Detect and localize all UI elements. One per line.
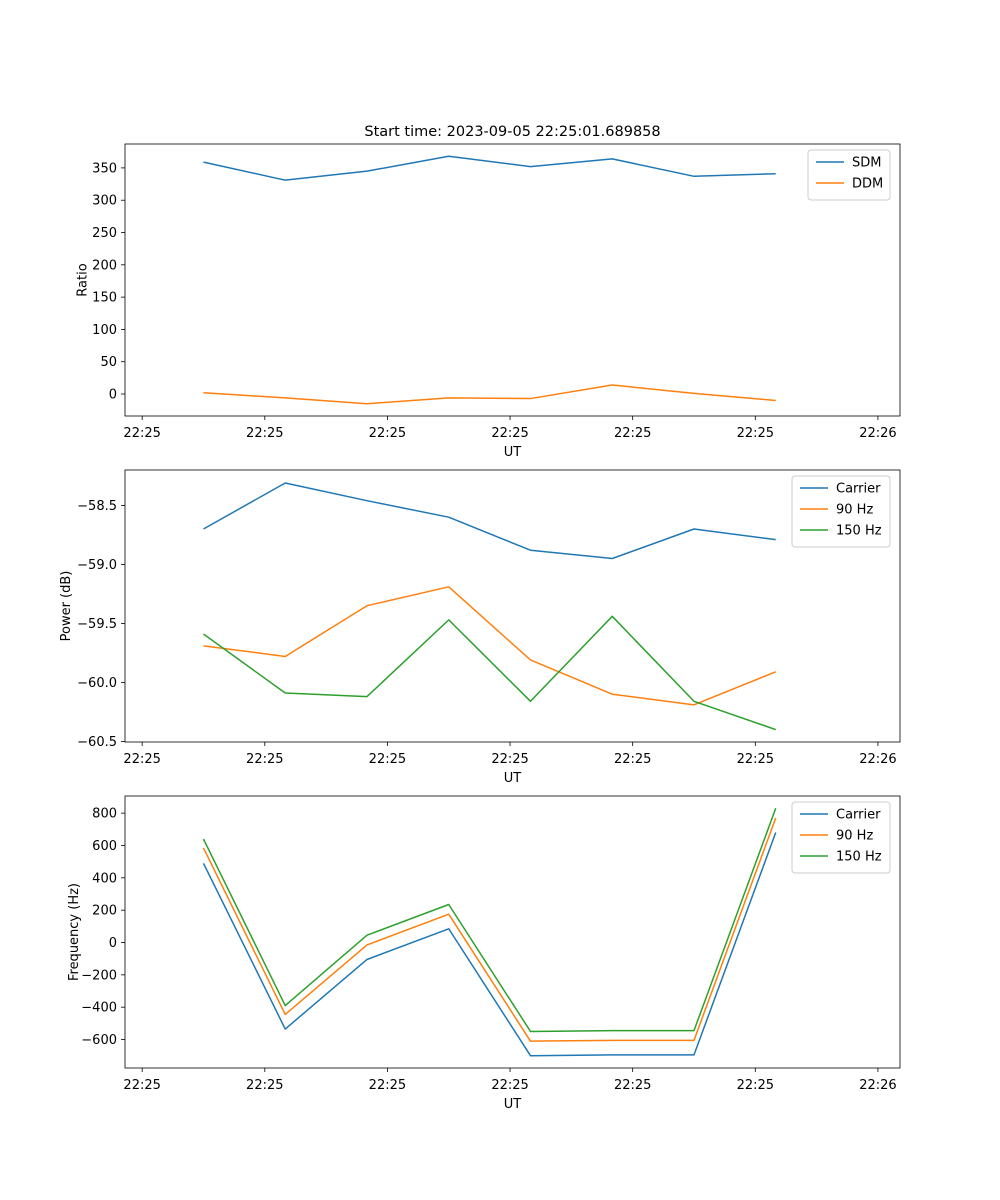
x-tick-label: 22:25 [123,426,160,441]
x-tick-label: 22:25 [123,1078,160,1093]
y-tick-label: 0 [109,936,117,951]
x-axis-label: UT [504,445,522,460]
x-tick-label: 22:25 [737,752,774,767]
legend-label: 90 Hz [836,829,873,844]
x-tick-label: 22:26 [859,1078,896,1093]
x-tick-label: 22:25 [737,1078,774,1093]
y-tick-label: −200 [81,968,117,983]
y-tick-label: 350 [92,161,117,176]
x-tick-label: 22:25 [123,752,160,767]
legend: Carrier 90 Hz 150 Hz [791,801,891,874]
x-axis-label: UT [504,1097,522,1112]
chart-panel-1: 22:25 22:25 22:25 22:25 22:25 22:25 22:26 UT 0 50… [75,143,901,460]
legend-label: Carrier [836,808,881,823]
chart-panels: 22:25 22:25 22:25 22:25 22:25 22:25 22:26 UT 0 50… [59,143,901,1112]
x-tick-label: 22:25 [369,1078,406,1093]
x-tick-label: 22:25 [614,426,651,441]
y-axis-label: Frequency (Hz) [67,883,82,981]
series-line-90-hz [202,817,777,1042]
y-tick-label: 150 [92,291,117,306]
y-tick-label: −60.0 [77,676,117,691]
y-tick-label: 0 [109,388,117,403]
x-tick-label: 22:26 [859,752,896,767]
series-line-ddm [203,384,776,405]
y-tick-label: −400 [81,1001,117,1016]
x-tick-label: 22:25 [369,752,406,767]
legend-label: SDM [852,156,881,171]
y-axis-label: Ratio [75,263,90,296]
axes-frame [124,143,901,417]
series-line-carrier [203,482,776,560]
legend-label: 150 Hz [836,524,882,539]
x-tick-label: 22:25 [246,752,283,767]
y-tick-label: −59.0 [77,558,117,573]
chart-panel-3: 22:25 22:25 22:25 22:25 22:25 22:25 22:26 UT −60… [67,795,901,1112]
y-tick-label: −60.5 [77,735,117,750]
y-axis-label: Power (dB) [59,571,74,642]
x-tick-label: 22:25 [737,426,774,441]
legend: SDM DDM [807,149,891,201]
legend-label: DDM [852,177,883,192]
legend-label: 90 Hz [836,503,873,518]
legend-label: 150 Hz [836,850,882,865]
y-tick-label: 250 [92,226,117,241]
y-tick-label: 600 [92,839,117,854]
y-tick-label: −59.5 [77,617,117,632]
y-tick-label: −58.5 [77,499,117,514]
x-tick-label: 22:26 [859,426,896,441]
x-tick-label: 22:25 [246,1078,283,1093]
x-tick-label: 22:25 [246,426,283,441]
x-tick-label: 22:25 [614,1078,651,1093]
axes-frame [124,795,901,1069]
x-tick-label: 22:25 [491,426,528,441]
series-line-90-hz [203,586,777,706]
legend-label: Carrier [836,482,881,497]
legend: Carrier 90 Hz 150 Hz [791,475,891,548]
y-tick-label: 400 [92,871,117,886]
y-tick-label: 100 [92,323,117,338]
y-tick-label: 300 [92,194,117,209]
series-line-150-hz [202,808,777,1033]
y-tick-label: 50 [100,355,117,370]
x-tick-label: 22:25 [614,752,651,767]
x-tick-label: 22:25 [491,752,528,767]
series-line-150-hz [203,615,776,731]
y-tick-label: 800 [92,807,117,822]
chart-panel-2: 22:25 22:25 22:25 22:25 22:25 22:25 22:26 UT −60… [59,469,901,786]
x-tick-label: 22:25 [491,1078,528,1093]
figure-title: Start time: 2023-09-05 22:25:01.689858 [364,124,660,140]
y-tick-label: 200 [92,904,117,919]
y-tick-label: −600 [81,1033,117,1048]
series-line-carrier [202,832,777,1057]
y-tick-label: 200 [92,258,117,273]
axes-frame [124,469,901,743]
x-axis-label: UT [504,771,522,786]
series-line-sdm [203,155,776,181]
x-tick-label: 22:25 [369,426,406,441]
